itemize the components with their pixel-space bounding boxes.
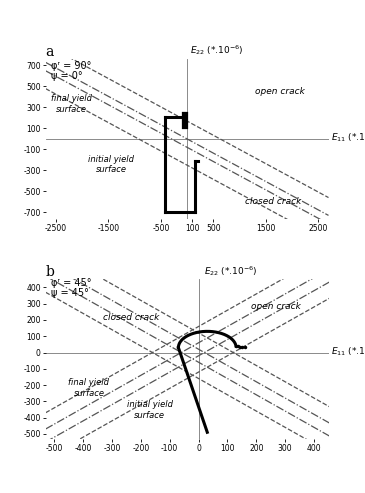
Text: open crack: open crack: [255, 87, 305, 96]
Text: $E_{11}$ (*.10$^{-6}$): $E_{11}$ (*.10$^{-6}$): [331, 344, 365, 358]
Text: ψ = 45°: ψ = 45°: [51, 287, 89, 298]
Text: closed crack: closed crack: [103, 313, 160, 322]
Text: a: a: [46, 45, 54, 59]
Text: ψ = 0°: ψ = 0°: [51, 71, 82, 81]
Text: open crack: open crack: [250, 302, 300, 311]
Text: $E_{11}$ (*.10$^{-6}$): $E_{11}$ (*.10$^{-6}$): [331, 130, 365, 144]
Text: φʳ = 45°: φʳ = 45°: [51, 278, 92, 288]
Text: $E_{22}$ (*.10$^{-6}$): $E_{22}$ (*.10$^{-6}$): [204, 264, 258, 278]
Text: closed crack: closed crack: [245, 197, 301, 206]
Text: final yield
surface: final yield surface: [51, 94, 92, 113]
Text: $E_{22}$ (*.10$^{-6}$): $E_{22}$ (*.10$^{-6}$): [190, 43, 244, 57]
Text: b: b: [46, 265, 54, 279]
Text: φʳ = 90°: φʳ = 90°: [51, 61, 91, 70]
Text: initial yield
surface: initial yield surface: [127, 400, 173, 420]
Text: initial yield
surface: initial yield surface: [88, 155, 134, 175]
Text: final yield
surface: final yield surface: [68, 378, 110, 398]
